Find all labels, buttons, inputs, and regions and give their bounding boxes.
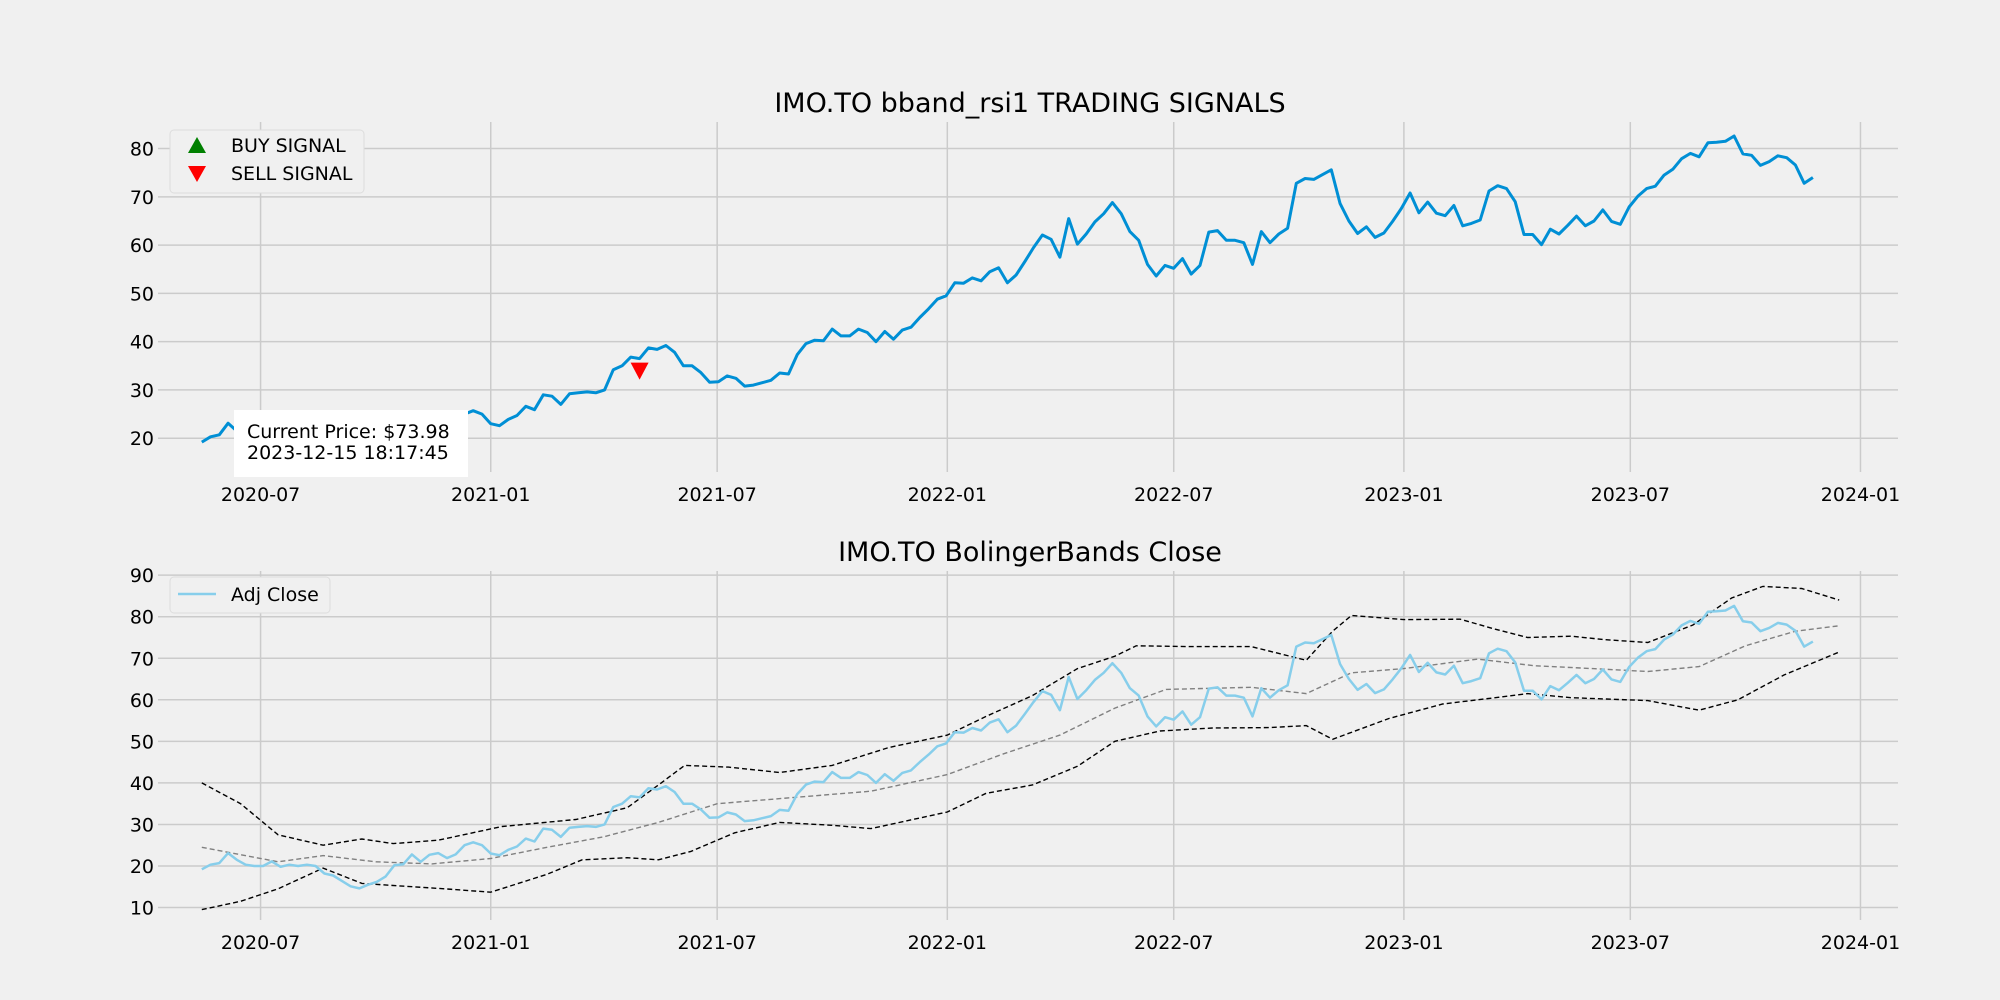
sell-signal-legend-icon: [188, 166, 206, 182]
buy-signal-legend-icon: [188, 137, 206, 153]
y-tick-label: 40: [130, 332, 154, 354]
adj-close-line: [201, 604, 1814, 890]
y-tick-label: 90: [130, 565, 154, 587]
y-tick-label: 80: [130, 139, 154, 161]
y-tick-label: 60: [130, 690, 154, 712]
x-tick-label: 2022-01: [908, 932, 987, 954]
y-tick-label: 40: [130, 773, 154, 795]
bollinger-bands-chart: 2020-07 2021-01 2021-07 2022-01 2022-07 2023-…: [130, 537, 1900, 954]
y-tick-label: 80: [130, 607, 154, 629]
y-tick-label: 60: [130, 235, 154, 257]
trading-signals-title: IMO.TO bband_rsi1 TRADING SIGNALS: [774, 88, 1285, 119]
current-price-text: Current Price: $73.98: [247, 421, 450, 443]
price-series-line: [201, 134, 1814, 466]
x-tick-label: 2024-01: [1821, 932, 1900, 954]
x-tick-label: 2023-01: [1364, 484, 1443, 506]
x-tick-label: 2023-07: [1591, 484, 1670, 506]
trading-signals-chart: 2020-07 2021-01 2021-07 2022-01 2022-07 2023-…: [130, 88, 1900, 506]
x-tick-label: 2021-07: [677, 484, 756, 506]
x-tick-label: 2023-01: [1364, 932, 1443, 954]
buy-signal-legend-label: BUY SIGNAL: [231, 135, 346, 157]
current-price-annotation: Current Price: $73.98 2023-12-15 18:17:4…: [234, 410, 468, 477]
upper-band-line: [201, 585, 1840, 846]
y-tick-label: 30: [130, 380, 154, 402]
x-tick-label: 2021-07: [677, 932, 756, 954]
y-tick-label: 50: [130, 731, 154, 753]
sell-signal-legend-label: SELL SIGNAL: [231, 163, 353, 185]
middle-band-line: [201, 625, 1840, 865]
y-tick-label: 10: [130, 898, 154, 920]
y-tick-label: 20: [130, 428, 154, 450]
x-tick-label: 2022-01: [908, 484, 987, 506]
x-tick-label: 2021-01: [451, 484, 530, 506]
current-price-timestamp: 2023-12-15 18:17:45: [247, 442, 449, 464]
x-tick-label: 2021-01: [451, 932, 530, 954]
y-tick-label: 30: [130, 814, 154, 836]
x-tick-label: 2024-01: [1821, 484, 1900, 506]
y-tick-label: 70: [130, 187, 154, 209]
x-tick-label: 2023-07: [1591, 932, 1670, 954]
x-tick-label: 2022-07: [1134, 932, 1213, 954]
sell-signal-marker: [630, 362, 649, 380]
x-tick-label: 2020-07: [221, 484, 300, 506]
x-tick-label: 2020-07: [221, 932, 300, 954]
bollinger-bands-title: IMO.TO BolingerBands Close: [838, 537, 1222, 568]
y-tick-label: 70: [130, 648, 154, 670]
bollinger-bands-legend: Adj Close: [169, 576, 331, 614]
trading-signals-legend: BUY SIGNAL SELL SIGNAL: [169, 129, 365, 194]
y-tick-label: 50: [130, 283, 154, 305]
x-tick-label: 2022-07: [1134, 484, 1213, 506]
lower-band-line: [201, 651, 1840, 911]
adj-close-legend-label: Adj Close: [231, 584, 319, 606]
y-tick-label: 20: [130, 856, 154, 878]
